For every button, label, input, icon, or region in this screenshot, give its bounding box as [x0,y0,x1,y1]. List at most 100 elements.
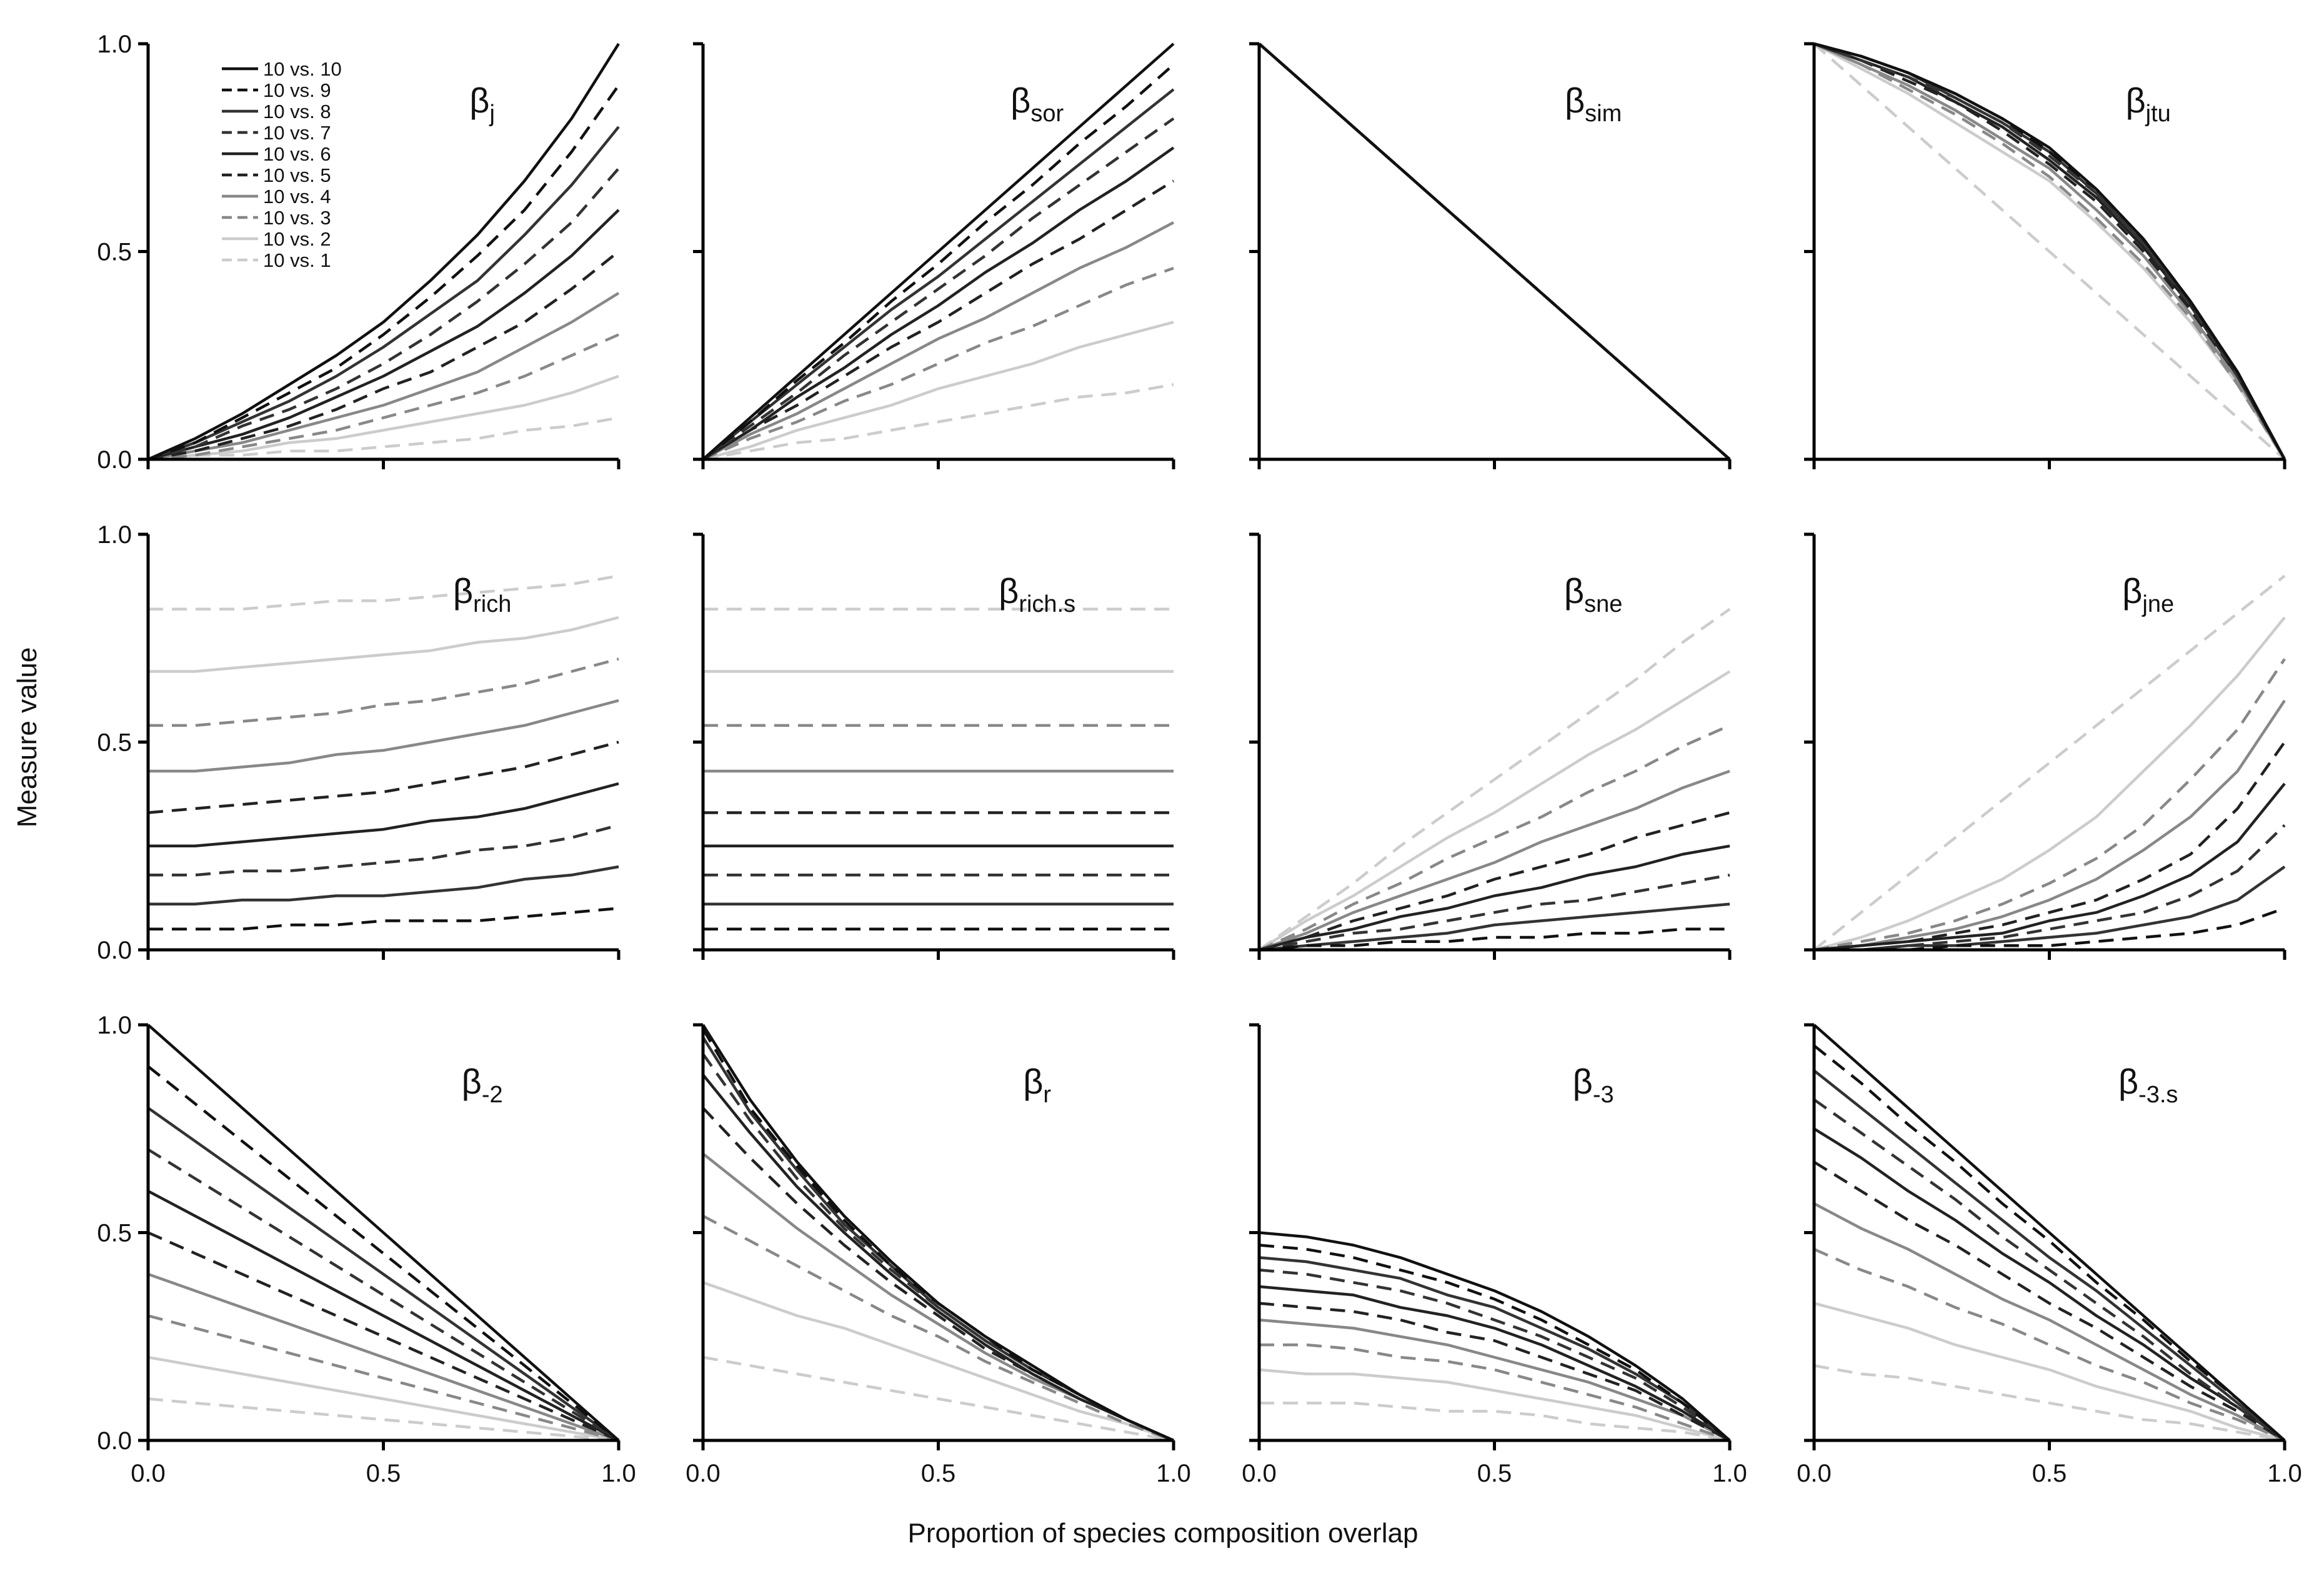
panel-label-subscript: rich [473,591,511,617]
series-line-brich-10-vs-9 [148,907,619,931]
series-line-bm3-10-vs-5 [1259,1302,1731,1442]
series-line-bm3-10-vs-9 [1259,1244,1731,1442]
series-line-bsne-10-vs-1 [1258,607,1731,951]
series-line-bm3s-10-vs-4 [1813,1202,2286,1442]
panel-label-symbol: β [2118,1062,2138,1101]
panel-label-bsor: βsor [1010,81,1064,127]
panel-label-symbol: β [2125,81,2145,120]
series-line-bsne-10-vs-4 [1259,769,1730,952]
panel-label-subscript: sor [1030,101,1064,127]
x-tick-label: 0.0 [686,1460,721,1487]
series-line-bj-10-vs-3 [147,333,619,461]
series-line-bm3s-10-vs-10 [1813,1024,2286,1442]
panel-label-br: βr [1023,1062,1051,1108]
x-tick-label: 1.0 [601,1460,636,1487]
panel-label-symbol: β [1023,1062,1043,1101]
series-line-bsne-10-vs-6 [1259,844,1730,952]
series-line-bsor-10-vs-2 [702,321,1174,461]
x-axis-title: Proportion of species composition overla… [908,1518,1419,1549]
series-line-br-10-vs-2 [702,1281,1174,1442]
series-line-bsor-10-vs-3 [702,266,1174,461]
series-line-bm3-10-vs-1 [1259,1401,1730,1442]
panel-label-subscript: sne [1584,591,1622,617]
y-tick-label: 0.5 [97,1220,132,1247]
series-line-bsor-10-vs-8 [702,88,1175,461]
panel-label-symbol: β [2122,571,2142,611]
series-line-bm3-10-vs-2 [1259,1368,1730,1442]
panel-label-subscript: jtu [2145,101,2171,127]
series-line-bj-10-vs-8 [147,126,620,461]
x-tick-label: 0.0 [1797,1460,1832,1487]
y-tick-label: 0.0 [97,446,132,474]
legend-label: 10 vs. 6 [263,143,331,165]
series-line-bsne-10-vs-8 [1259,902,1730,952]
panel-bm3: 0.0 0.5 1.0 β-3 [1242,1023,1747,1487]
y-tick-label: 1.0 [97,1012,132,1039]
series-line-bj-10-vs-2 [147,374,619,461]
panel-bj: 0.0 0.5 1.0 βj [97,31,621,474]
legend-label: 10 vs. 3 [263,207,331,229]
panel-label-symbol: β [453,571,473,611]
panel-label-subscript: jne [2142,591,2174,617]
series-line-bjne-10-vs-6 [1813,782,2286,952]
series-line-bm3-10-vs-10 [1259,1231,1731,1442]
panel-label-subscript: r [1043,1082,1051,1108]
x-tick-label: 0.0 [1242,1460,1277,1487]
series-line-bsor-10-vs-5 [702,179,1175,461]
series-line-bsne-10-vs-3 [1259,724,1730,952]
series-line-bj-10-vs-6 [147,209,620,461]
panel-label-subscript: j [489,101,495,127]
series-line-bjne-10-vs-4 [1813,699,2286,952]
series-line-bj-10-vs-7 [147,167,620,461]
x-tick-label: 0.5 [366,1460,401,1487]
x-tick-label: 1.0 [1712,1460,1747,1487]
legend-label: 10 vs. 2 [263,228,331,250]
panel-label-symbol: β [1565,81,1585,120]
series-line-bsim-10-vs-10 [1258,42,1731,461]
series-line-brich-10-vs-8 [148,865,619,906]
series-line-bsne-10-vs-2 [1258,670,1731,951]
series-line-bj-10-vs-4 [147,292,620,461]
series-line-bsne-10-vs-9 [1259,927,1730,952]
panel-label-bm3s: β-3.s [2118,1062,2178,1108]
series-line-bm3-10-vs-8 [1259,1256,1731,1442]
series-line-bjtu-10-vs-10 [1813,42,2286,461]
series-line-bj-10-vs-9 [147,84,620,461]
panel-label-subscript: -3.s [2138,1082,2178,1108]
series-line-bm3-10-vs-3 [1259,1343,1730,1442]
x-tick-label: 0.0 [131,1460,166,1487]
y-tick-label: 0.5 [97,239,132,266]
panel-label-symbol: β [1564,571,1584,611]
series-line-br-10-vs-1 [702,1355,1174,1442]
series-line-bm2-10-vs-2 [147,1355,619,1442]
series-line-bm2-10-vs-4 [147,1272,619,1442]
series-line-brich-10-vs-7 [148,824,619,877]
legend-label: 10 vs. 4 [263,186,331,207]
series-line-bm3s-10-vs-8 [1813,1069,2286,1442]
series-line-bjtu-10-vs-1 [1813,42,2286,461]
series-line-bjne-10-vs-2 [1813,616,2286,952]
series-line-bm2-10-vs-9 [147,1065,620,1442]
series-line-brich-10-vs-3 [148,657,619,727]
series-line-bm3s-10-vs-7 [1813,1098,2286,1442]
series-line-br-10-vs-6 [702,1074,1174,1442]
x-tick-label: 0.5 [1477,1460,1512,1487]
legend-label: 10 vs. 9 [263,79,331,101]
series-line-brich-10-vs-2 [148,616,619,673]
legend-label: 10 vs. 10 [263,58,342,80]
series-line-bjtu-10-vs-4 [1813,42,2286,461]
series-line-bjtu-10-vs-3 [1813,42,2286,461]
panel-label-bsne: βsne [1564,571,1623,617]
panel-bsne: βsne [1249,532,1732,960]
panel-bsim: βsim [1249,42,1732,469]
series-line-bjne-10-vs-3 [1813,658,2286,952]
panel-label-subscript: -3 [1593,1082,1614,1108]
x-tick-label: 1.0 [1156,1460,1191,1487]
series-line-bm2-10-vs-6 [147,1190,620,1442]
panel-brich: 0.0 0.5 1.0 βrich [97,521,621,964]
series-line-bjtu-10-vs-7 [1813,42,2286,461]
y-tick-label: 0.0 [97,1427,132,1455]
